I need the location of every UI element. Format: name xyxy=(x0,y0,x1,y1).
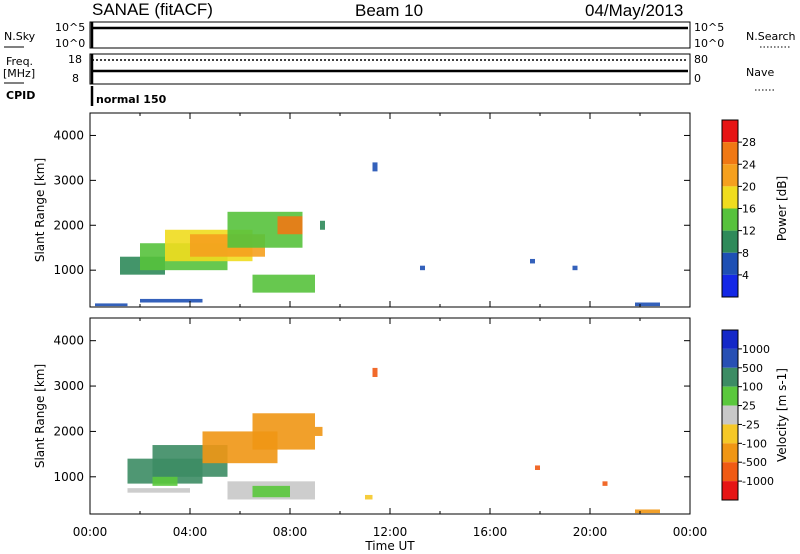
velocity-colorbar-label: Velocity [m s-1] xyxy=(775,368,789,462)
velocity-colorbar-segment xyxy=(722,405,738,425)
power-colorbar-tick-label: 24 xyxy=(742,158,756,171)
velocity-ytick-label: 2000 xyxy=(53,424,84,438)
velocity-colorbar-tick-label: 1000 xyxy=(742,343,770,356)
time-tick-label: 12:00 xyxy=(373,525,408,539)
nave-label: Nave xyxy=(746,66,775,79)
velocity-colorbar-segment xyxy=(722,386,738,406)
power-colorbar-tick-label: 28 xyxy=(742,136,756,149)
power-ytick-label: 4000 xyxy=(53,128,84,142)
power-colorbar-segment xyxy=(722,252,738,275)
station-title: SANAE (fitACF) xyxy=(92,0,213,19)
freq-tick-high: 18 xyxy=(68,53,82,66)
nsearch-tick-low: 10^0 xyxy=(694,37,725,50)
velocity-colorbar-segment xyxy=(722,481,738,500)
velocity-colorbar-tick-label: -100 xyxy=(742,437,767,450)
nsky-tick-high: 10^5 xyxy=(55,21,86,34)
velocity-cell xyxy=(372,367,378,377)
power-cell xyxy=(530,258,535,264)
time-tick-label: 16:00 xyxy=(473,525,508,539)
velocity-colorbar-segment xyxy=(722,462,738,482)
velocity-cell xyxy=(602,481,608,486)
power-cell xyxy=(140,298,203,303)
power-colorbar-segment xyxy=(722,274,738,297)
power-cell xyxy=(635,302,660,307)
power-ylabel: Slant Range [km] xyxy=(33,158,47,262)
beam-title: Beam 10 xyxy=(355,1,424,20)
cpid-value: normal 150 xyxy=(96,93,167,106)
time-tick-label: 04:00 xyxy=(173,525,208,539)
power-colorbar-segment xyxy=(722,142,738,165)
velocity-cell xyxy=(635,509,660,514)
velocity-cell xyxy=(127,488,190,493)
time-axis-label: Time UT xyxy=(364,539,415,553)
velocity-colorbar-segment xyxy=(722,443,738,463)
velocity-colorbar-tick-label: 25 xyxy=(742,400,756,413)
freq-tick-low: 8 xyxy=(72,72,79,85)
velocity-ytick-label: 4000 xyxy=(53,334,84,348)
velocity-colorbar-tick-label: -1000 xyxy=(742,475,774,488)
freq-unit-label: [MHz] xyxy=(3,67,36,80)
power-cell xyxy=(252,274,315,293)
power-ytick-label: 1000 xyxy=(53,263,84,277)
power-ytick-label: 2000 xyxy=(53,218,84,232)
velocity-colorbar-segment xyxy=(722,348,738,368)
time-tick-label: 00:00 xyxy=(73,525,108,539)
velocity-cell xyxy=(315,426,323,436)
velocity-ytick-label: 1000 xyxy=(53,470,84,484)
velocity-colorbar-frame xyxy=(721,329,739,501)
time-tick-label: 00:00 xyxy=(673,525,708,539)
velocity-cell xyxy=(152,476,178,486)
cpid-label: CPID xyxy=(6,89,36,102)
power-colorbar-segment xyxy=(722,164,738,187)
date-title: 04/May/2013 xyxy=(585,1,684,20)
velocity-cell xyxy=(365,494,373,500)
power-colorbar-segment xyxy=(722,208,738,231)
power-cell xyxy=(420,265,425,271)
velocity-cell xyxy=(252,413,315,450)
nsearch-label: N.Search xyxy=(746,30,796,43)
power-colorbar-tick-label: 8 xyxy=(742,247,749,260)
velocity-cell xyxy=(252,485,290,498)
velocity-colorbar-segment xyxy=(722,330,738,349)
freq-label: Freq. xyxy=(6,55,34,68)
power-colorbar-tick-label: 20 xyxy=(742,180,756,193)
power-colorbar-label: Power [dB] xyxy=(775,176,789,241)
power-colorbar-segment xyxy=(722,230,738,253)
power-cell xyxy=(372,162,378,172)
velocity-cell xyxy=(535,465,540,470)
status-panels xyxy=(4,21,790,106)
velocity-colorbar-segment xyxy=(722,367,738,387)
power-cell xyxy=(572,265,578,271)
power-cell xyxy=(320,220,325,230)
power-colorbar-tick-label: 4 xyxy=(742,269,749,282)
time-tick-label: 08:00 xyxy=(273,525,308,539)
power-colorbar-tick-label: 12 xyxy=(742,225,756,238)
time-tick-label: 20:00 xyxy=(573,525,608,539)
velocity-colorbar-tick-label: 100 xyxy=(742,381,763,394)
power-frame xyxy=(89,112,691,308)
nsky-label: N.Sky xyxy=(4,30,36,43)
velocity-colorbar-tick-label: 500 xyxy=(742,362,763,375)
nsky-tick-low: 10^0 xyxy=(55,37,86,50)
power-colorbar-segment xyxy=(722,120,738,143)
nave-tick-high: 80 xyxy=(694,53,708,66)
velocity-frame xyxy=(89,317,691,515)
velocity-colorbar-tick-label: -500 xyxy=(742,456,767,469)
power-colorbar-tick-label: 16 xyxy=(742,203,756,216)
power-cell xyxy=(277,216,303,235)
power-colorbar-segment xyxy=(722,186,738,209)
power-ytick-label: 3000 xyxy=(53,173,84,187)
velocity-ylabel: Slant Range [km] xyxy=(33,364,47,468)
power-cell xyxy=(95,303,128,307)
velocity-ytick-label: 3000 xyxy=(53,379,84,393)
velocity-colorbar-tick-label: -25 xyxy=(742,418,760,431)
nsearch-tick-high: 10^5 xyxy=(694,21,725,34)
nave-tick-low: 0 xyxy=(694,72,701,85)
velocity-colorbar-segment xyxy=(722,424,738,444)
